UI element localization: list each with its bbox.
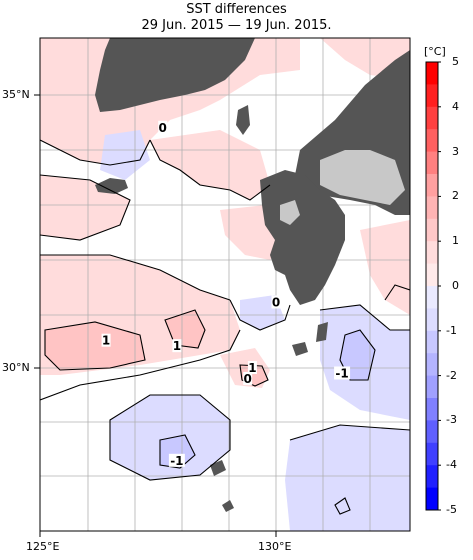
- colorbar: [425, 61, 441, 511]
- warm-core-2: [165, 310, 205, 348]
- warm-core-1: [45, 322, 145, 370]
- colorbar-tick-label: 3: [452, 144, 459, 158]
- contour-label-bg: [271, 295, 281, 309]
- colorbar-tick-label: 2: [452, 189, 459, 203]
- contour-label-bg: [334, 366, 351, 380]
- map-subtitle: 29 Jun. 2015 — 19 Jun. 2015.: [141, 18, 332, 33]
- colorbar-segment: [426, 353, 438, 377]
- colorbar-tick-label: -4: [446, 458, 457, 472]
- yakushima-island: [292, 342, 308, 356]
- colorbar-segment: [426, 218, 438, 242]
- lat-label-35n: 35°N: [2, 88, 30, 101]
- colorbar-tick-label: 0: [452, 279, 459, 292]
- tsushima-island: [236, 105, 250, 135]
- colorbar-segment: [426, 375, 438, 399]
- colorbar-segment: [426, 151, 438, 175]
- contour-label-bg: [168, 453, 185, 467]
- contour-label-bg: [247, 361, 257, 374]
- colorbar-segment: [426, 106, 438, 130]
- colorbar-segment: [426, 84, 438, 108]
- colorbar-segment: [426, 308, 438, 332]
- cool-area-southeast: [285, 425, 410, 531]
- contour-lines: [40, 139, 410, 515]
- lat-label-30n: 30°N: [2, 361, 30, 374]
- colorbar-segment: [426, 196, 438, 220]
- warm-area-east-coast: [360, 220, 410, 315]
- land-masses: [95, 38, 410, 512]
- contour-label: 0: [272, 295, 280, 309]
- plot-frame: [39, 37, 411, 532]
- warm-area-korea-strait: [150, 130, 270, 200]
- colorbar-tick-label: -2: [446, 368, 457, 382]
- map-title: SST differences: [186, 2, 287, 17]
- contour-label-bg: [243, 371, 253, 385]
- colorbar-segment: [426, 286, 438, 309]
- colorbar-segment: [426, 174, 438, 197]
- kyushu-land: [260, 170, 345, 305]
- contour-label-bg: [101, 333, 111, 347]
- colorbar-tick-label: -1: [446, 323, 457, 337]
- colorbar-tick-label: 1: [452, 234, 459, 248]
- kyushu-inner-light: [280, 200, 300, 225]
- colorbar-segment: [426, 263, 438, 287]
- contour-label-bg: [158, 120, 168, 134]
- colorbar-unit: [°C]: [424, 45, 446, 58]
- small-island-south: [222, 500, 234, 512]
- jeju-island: [95, 178, 128, 194]
- colorbar-segment: [426, 465, 438, 489]
- lon-label-125e: 125°E: [26, 540, 60, 553]
- lon-label-130e: 130°E: [258, 540, 292, 553]
- cool-area-small-north: [100, 130, 150, 180]
- colorbar-segment: [426, 129, 438, 153]
- cool-core-south: [160, 435, 195, 468]
- contour-label: 0: [244, 372, 252, 386]
- tanegashima-island: [316, 322, 328, 342]
- colorbar-segment: [426, 241, 438, 265]
- colorbar-tick-label: -5: [446, 503, 457, 516]
- contour-label: -1: [170, 454, 183, 468]
- colorbar-tick-label: -3: [446, 413, 457, 427]
- colorbar-segment: [426, 330, 438, 354]
- colorbar-segment: [426, 62, 438, 85]
- contour-label: 1: [102, 334, 110, 348]
- colorbar-segment: [426, 398, 438, 421]
- colorbar-segment: [426, 442, 438, 466]
- colorbar-tick-label: 5: [452, 55, 459, 68]
- colorbar-segment: [426, 420, 438, 444]
- axis-ticks: [34, 94, 277, 537]
- korea-land: [95, 38, 255, 112]
- contour-label: -1: [335, 366, 348, 380]
- colorbar-tick-label: 4: [452, 99, 459, 113]
- contour-label: 1: [248, 361, 256, 375]
- contour-label: 0: [159, 121, 167, 135]
- contour-label: 1: [173, 339, 181, 353]
- colorbar-segment: [426, 487, 438, 511]
- contour-label-bg: [172, 339, 182, 353]
- shikoku-coast-light: [320, 150, 405, 205]
